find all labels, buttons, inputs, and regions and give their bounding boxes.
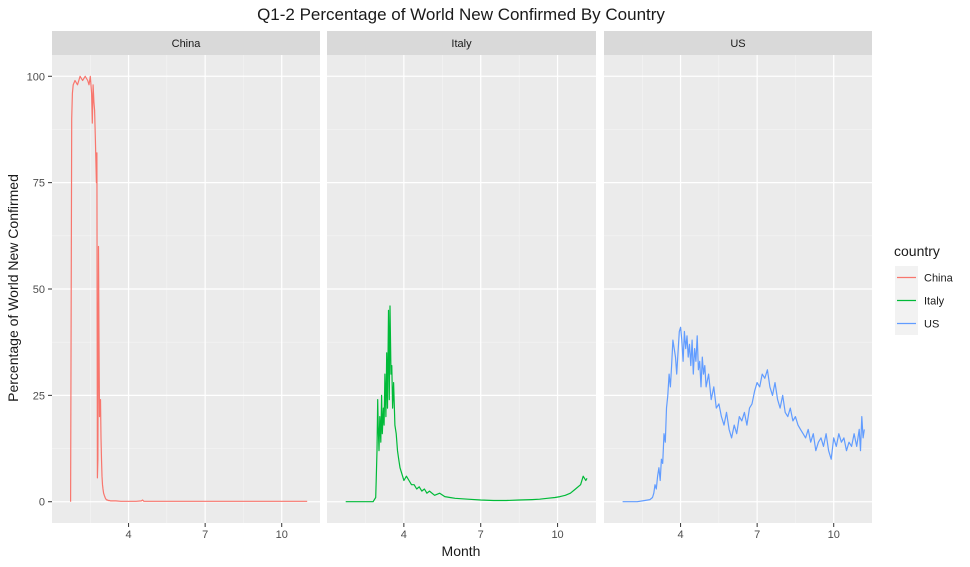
y-tick-label: 0 [39,497,45,509]
x-tick-label: 7 [202,529,208,541]
facet-panel-us: US 4 7 10 [604,31,872,541]
facet-strip [604,31,872,55]
legend: country China Italy US [894,243,954,335]
legend-label: US [924,319,939,331]
x-tick-label: 4 [401,529,407,541]
x-axis-title: Month [442,543,481,559]
facet-strip-label: Italy [451,38,472,50]
y-tick-label: 50 [33,284,45,296]
chart-title: Q1-2 Percentage of World New Confirmed B… [257,5,665,24]
x-tick-label: 4 [126,529,132,541]
x-tick-label: 4 [678,529,684,541]
series-line-us [622,326,865,503]
legend-label: Italy [924,296,945,308]
series-line-china [70,75,308,502]
x-tick-label: 10 [828,529,840,541]
facet-strip [327,31,596,55]
series-line-italy [345,305,588,503]
legend-title: country [894,243,940,259]
x-tick-label: 10 [276,529,288,541]
facet-strip-label: US [730,38,745,50]
y-axis-title: Percentage of World New Confirmed [5,174,21,402]
x-tick-label: 10 [551,529,563,541]
y-tick-label: 75 [33,178,45,190]
facet-strip-label: China [172,38,202,50]
y-tick-label: 100 [27,71,45,83]
x-tick-label: 7 [754,529,760,541]
y-tick-label: 25 [33,390,45,402]
legend-item-italy: Italy [895,289,945,312]
legend-item-us: US [895,312,939,335]
facet-panel-italy: Italy 4 7 10 [327,31,596,541]
legend-label: China [924,273,954,285]
x-tick-label: 7 [478,529,484,541]
legend-item-china: China [895,266,954,289]
facet-strip [52,31,320,55]
